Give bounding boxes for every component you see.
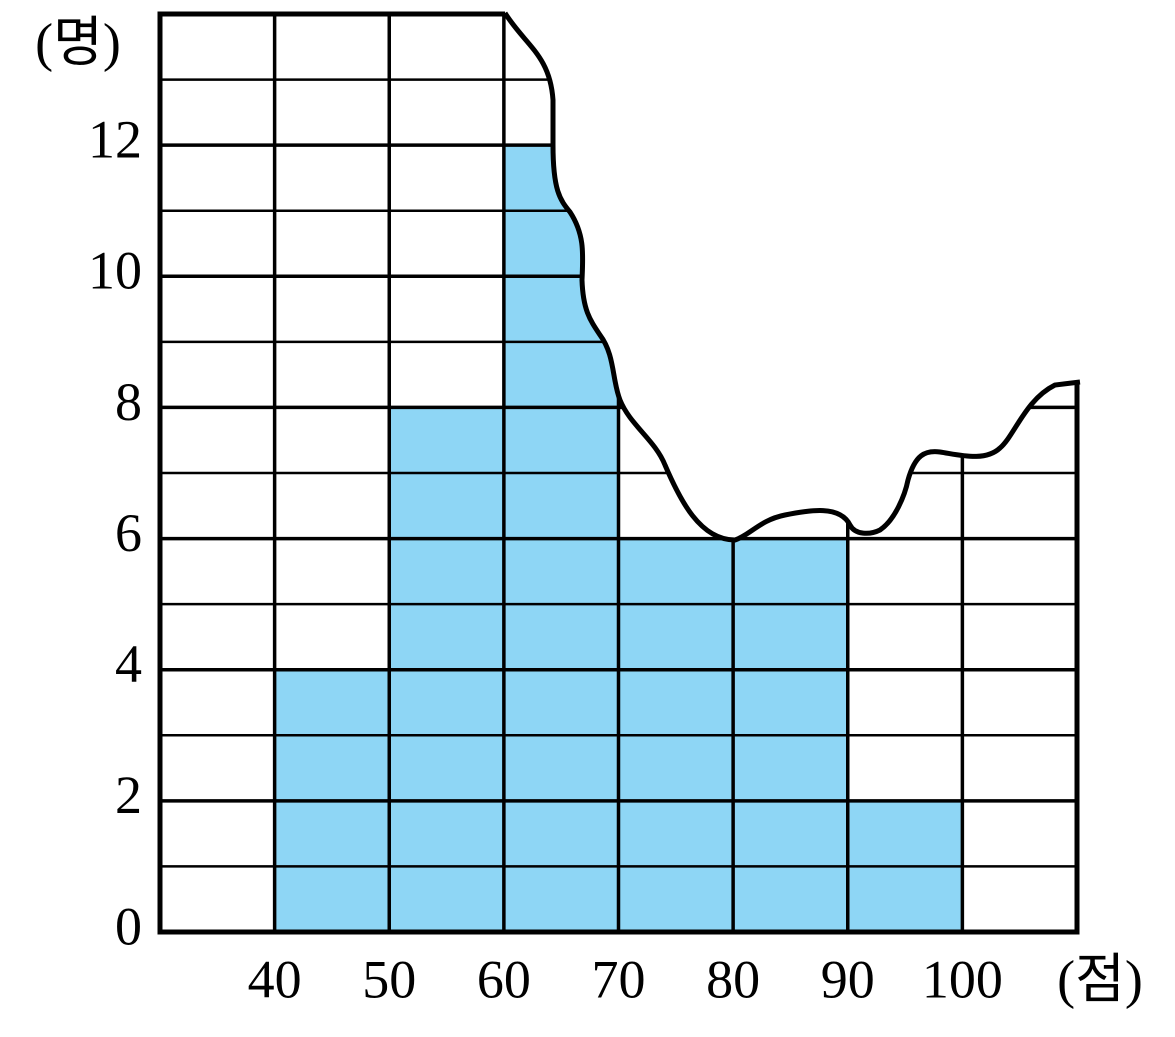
x-tick-label: 40: [248, 949, 302, 1009]
y-tick-label: 8: [115, 372, 142, 432]
torn-edge: [505, 0, 1100, 540]
y-tick-label: 0: [115, 896, 142, 956]
x-tick-label: 70: [592, 949, 646, 1009]
x-tick-label: 50: [362, 949, 416, 1009]
torn-edge-line: [502, 11, 1081, 543]
y-tick-label: 6: [115, 503, 142, 563]
x-tick-label: 90: [821, 949, 875, 1009]
y-tick-label: 2: [115, 765, 142, 825]
x-tick-label: 80: [706, 949, 760, 1009]
y-tick-label: 12: [88, 110, 142, 170]
x-tick-label: 100: [922, 949, 1003, 1009]
x-axis-label: (점): [1057, 949, 1143, 1009]
y-axis-label: (명): [35, 12, 121, 72]
x-tick-label: 60: [477, 949, 531, 1009]
y-tick-label: 10: [88, 241, 142, 301]
y-tick-label: 4: [115, 634, 142, 694]
